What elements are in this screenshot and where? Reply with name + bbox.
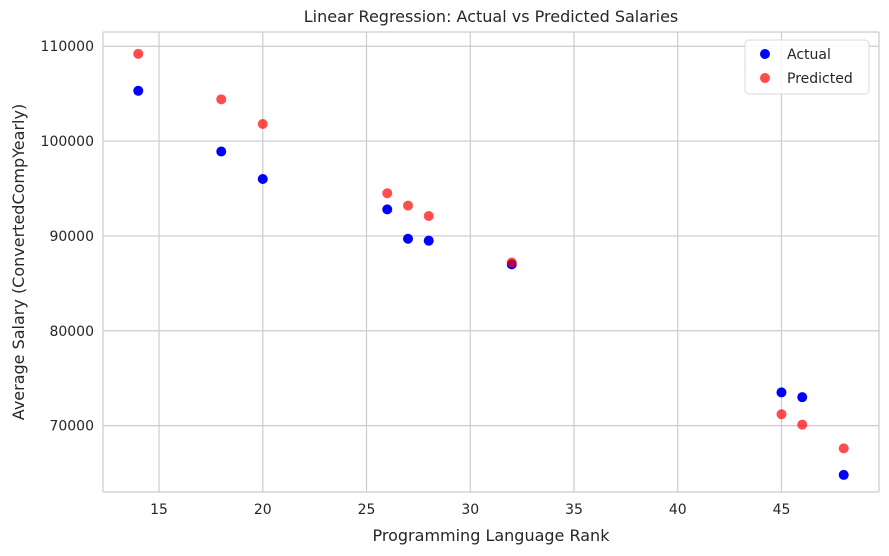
y-tick-label: 70000	[49, 419, 94, 435]
x-tick-label: 15	[150, 502, 168, 518]
x-tick-label: 45	[773, 502, 791, 518]
actual-point	[403, 233, 414, 244]
predicted-point	[776, 409, 787, 420]
legend-box	[744, 39, 870, 95]
legend-label-actual: Actual	[787, 47, 831, 63]
chart-title: Linear Regression: Actual vs Predicted S…	[304, 7, 679, 26]
predicted-point	[797, 419, 808, 430]
legend-marker-actual	[760, 49, 770, 59]
x-tick-label: 25	[358, 502, 376, 518]
predicted-point	[403, 200, 414, 211]
actual-point	[838, 469, 849, 480]
x-tick-label: 30	[461, 502, 479, 518]
actual-point	[382, 204, 393, 215]
actual-point	[423, 235, 434, 246]
actual-point	[257, 174, 268, 185]
actual-point	[216, 146, 227, 157]
actual-point	[797, 392, 808, 403]
y-tick-label: 80000	[49, 324, 94, 340]
x-tick-label: 35	[565, 502, 583, 518]
axes: 15 20 25 30 35 40 45 70000 80000 90000 100000 11000…	[41, 31, 880, 518]
predicted-point	[506, 257, 517, 268]
predicted-point	[423, 211, 434, 221]
plot-area	[103, 32, 879, 492]
x-axis-label: Programming Language Rank	[373, 526, 611, 545]
legend-marker-predicted	[760, 73, 770, 83]
actual-point	[776, 387, 787, 398]
y-tick-label: 110000	[41, 39, 94, 55]
predicted-point	[133, 48, 144, 59]
actual-point	[133, 85, 144, 96]
legend-label-predicted: Predicted	[787, 71, 853, 87]
y-tick-label: 90000	[49, 229, 94, 245]
predicted-point	[257, 119, 268, 129]
x-tick-label: 40	[669, 502, 687, 518]
legend: Actual Predicted	[744, 39, 870, 95]
y-axis-label: Average Salary (ConvertedCompYearly)	[9, 104, 28, 420]
predicted-point	[382, 188, 393, 199]
data-points	[133, 48, 849, 480]
predicted-point	[216, 94, 227, 105]
predicted-point	[838, 443, 849, 454]
y-tick-label: 100000	[41, 134, 94, 150]
x-tick-label: 20	[254, 502, 272, 518]
